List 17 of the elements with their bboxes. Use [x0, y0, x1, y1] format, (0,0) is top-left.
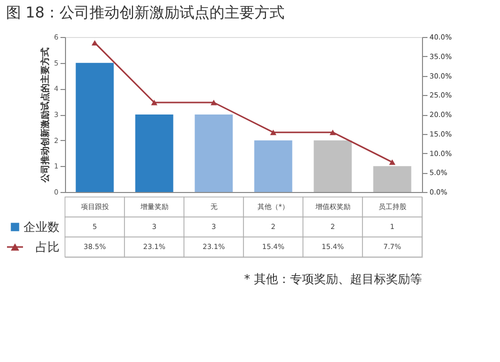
chart-title: 图 18：公司推动创新激励试点的主要方式 — [6, 4, 285, 22]
legend-label: 占比 — [36, 240, 60, 254]
bar — [76, 62, 114, 192]
bar — [254, 140, 292, 192]
point — [330, 130, 336, 136]
point — [210, 100, 217, 106]
y-axis-title: 公司推动创新激励试点的主要方式 — [40, 48, 52, 184]
legend-label: 企业数 — [24, 220, 60, 234]
bar — [373, 166, 412, 192]
point — [270, 130, 276, 136]
text: * 其他：专项奖励、超目标奖励等 — [244, 272, 422, 286]
bar — [135, 114, 174, 192]
bar — [314, 140, 352, 192]
point — [151, 100, 158, 106]
bar — [194, 114, 233, 192]
point — [92, 40, 98, 46]
point — [389, 159, 396, 165]
